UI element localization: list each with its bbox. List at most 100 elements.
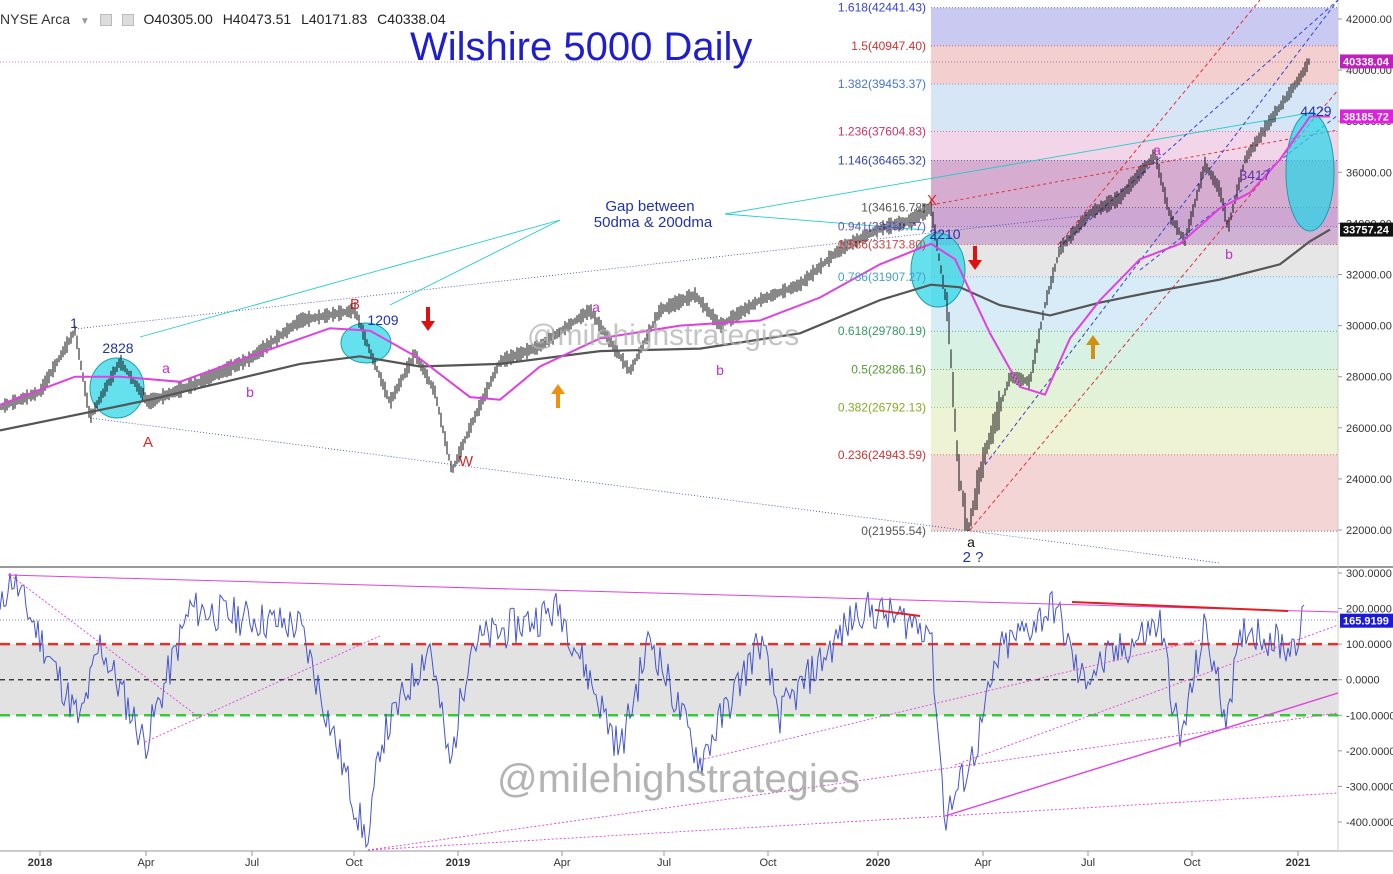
osc-y-tick-label: -300.0000 — [1346, 781, 1393, 793]
fib-band — [931, 407, 1338, 455]
annotation-label: 1 — [70, 315, 78, 331]
settings-icon[interactable] — [121, 14, 134, 27]
annotation-label: B — [350, 296, 360, 313]
osc-divergence-1 — [874, 609, 921, 617]
osc-dotted-1 — [367, 712, 1339, 851]
price-tag-label: 40338.04 — [1343, 56, 1390, 68]
fib-label: 0.382(26792.13) — [838, 401, 926, 415]
price-bars — [0, 58, 1310, 531]
x-tick-label: Apr — [137, 857, 154, 869]
annotation-label: A — [143, 434, 153, 451]
price-tag-label: 33757.24 — [1343, 225, 1390, 237]
annotation-label: 3417 — [1239, 167, 1270, 183]
low-value: L40171.83 — [301, 11, 368, 27]
ma200-line — [0, 228, 1331, 432]
oscillator-pane — [0, 572, 1339, 851]
fib-band — [931, 7, 1338, 46]
osc-y-tick-label: 0.0000 — [1346, 675, 1380, 687]
red-channel-3 — [930, 129, 1339, 206]
watermark-top: @milehighstrategies — [527, 319, 799, 352]
osc-y-tick-label: -400.0000 — [1346, 817, 1393, 829]
exchange-label[interactable]: NYSE Arca — [0, 11, 71, 27]
fib-label: 0.886(33173.80) — [838, 238, 926, 252]
fib-band — [931, 226, 1338, 245]
chart-header: NYSE Arca ▼ O40305.00 H40473.51 L40171.8… — [0, 11, 452, 31]
eye-icon[interactable] — [99, 14, 112, 27]
up-arrow-1 — [551, 384, 565, 408]
arrow-shaft — [426, 307, 430, 321]
x-tick-label: 2019 — [446, 857, 470, 869]
fib-label: 1.236(37604.83) — [838, 124, 926, 138]
y-tick-label: 24000.00 — [1346, 474, 1392, 486]
x-tick-label: Apr — [974, 857, 991, 869]
annotation-label: b — [716, 362, 724, 378]
arrow-shaft — [973, 246, 977, 260]
fib-label: 0.786(31907.27) — [838, 270, 926, 284]
y-tick-label: 30000.00 — [1346, 321, 1392, 333]
gap-pointer-4 — [724, 213, 926, 231]
fib-label: 1.382(39453.37) — [838, 77, 926, 91]
fib-label: 0.5(28286.16) — [851, 362, 926, 376]
annotation-label: a — [967, 534, 975, 550]
arrow-shaft — [556, 394, 560, 408]
fib-band — [931, 84, 1338, 132]
osc-y-tick-label: -100.0000 — [1346, 710, 1393, 722]
fib-label: 0(21955.54) — [861, 524, 926, 538]
x-tick-label: 2020 — [866, 857, 890, 869]
arrow-head — [551, 384, 565, 394]
annotation-label: W — [459, 453, 474, 470]
gap-pointer-1 — [139, 219, 561, 338]
annotation-label: 1209 — [367, 312, 398, 328]
fib-label: 1.146(36465.32) — [838, 153, 926, 167]
fib-label: 1(34616.78) — [861, 201, 926, 215]
x-tick-label: 2021 — [1286, 857, 1310, 869]
red-channel-2 — [1057, 0, 1261, 246]
dropdown-icon[interactable]: ▼ — [79, 16, 90, 27]
up-arrow-2 — [1086, 335, 1100, 359]
annotation-label: a — [1153, 142, 1161, 158]
annotation-label: a — [162, 360, 170, 376]
osc-dotted-5 — [699, 639, 1201, 761]
ma50-line — [0, 115, 1330, 406]
fib-label: 0.618(29780.19) — [838, 324, 926, 338]
osc-dotted-3 — [144, 635, 381, 743]
x-tick-label: Jul — [245, 857, 259, 869]
y-tick-label: 32000.00 — [1346, 270, 1392, 282]
blue-channel-2 — [1057, 0, 1339, 249]
fib-label: 1.5(40947.40) — [851, 39, 926, 53]
x-tick-label: Oct — [345, 857, 362, 869]
y-tick-label: 28000.00 — [1346, 372, 1392, 384]
price-tag-bg — [1340, 109, 1393, 124]
annotation-label: Gap between — [605, 198, 694, 215]
oscillator-line — [0, 572, 1305, 849]
highlight-ellipse — [910, 232, 966, 308]
annotation-label: a — [592, 299, 600, 315]
annotation-label: 4429 — [1300, 103, 1331, 119]
price-tag-label: 38185.72 — [1343, 111, 1389, 123]
chart-title: Wilshire 5000 Daily — [410, 25, 752, 69]
open-value: O40305.00 — [143, 11, 213, 27]
arrow-shaft — [1091, 345, 1095, 359]
annotation-label: b — [246, 384, 254, 400]
blue-channel-1 — [984, 0, 1339, 466]
fib-band — [931, 131, 1338, 161]
watermark-bottom: @milehighstrategies — [497, 757, 860, 801]
annotation-label: 2 ? — [963, 549, 984, 566]
x-tick-label: Oct — [1183, 857, 1200, 869]
fib-label: 0.941(33869.77) — [838, 220, 926, 234]
annotation-label: b — [1225, 246, 1233, 262]
y-tick-label: 22000.00 — [1346, 525, 1392, 537]
x-tick-label: Oct — [759, 857, 776, 869]
highlight-ellipse — [1285, 112, 1335, 232]
price-tag-bg — [1340, 54, 1393, 69]
x-tick-label: Jul — [657, 857, 671, 869]
down-arrow-1 — [421, 307, 435, 331]
gap-pointer-2 — [389, 219, 561, 306]
x-tick-label: Jul — [1081, 857, 1095, 869]
osc-y-tick-label: 100.0000 — [1346, 639, 1392, 651]
annotation-label: 50dma & 200dma — [594, 214, 713, 231]
osc-support-line — [944, 692, 1339, 817]
lower-channel-line — [89, 417, 1221, 564]
high-value: H40473.51 — [222, 11, 292, 27]
